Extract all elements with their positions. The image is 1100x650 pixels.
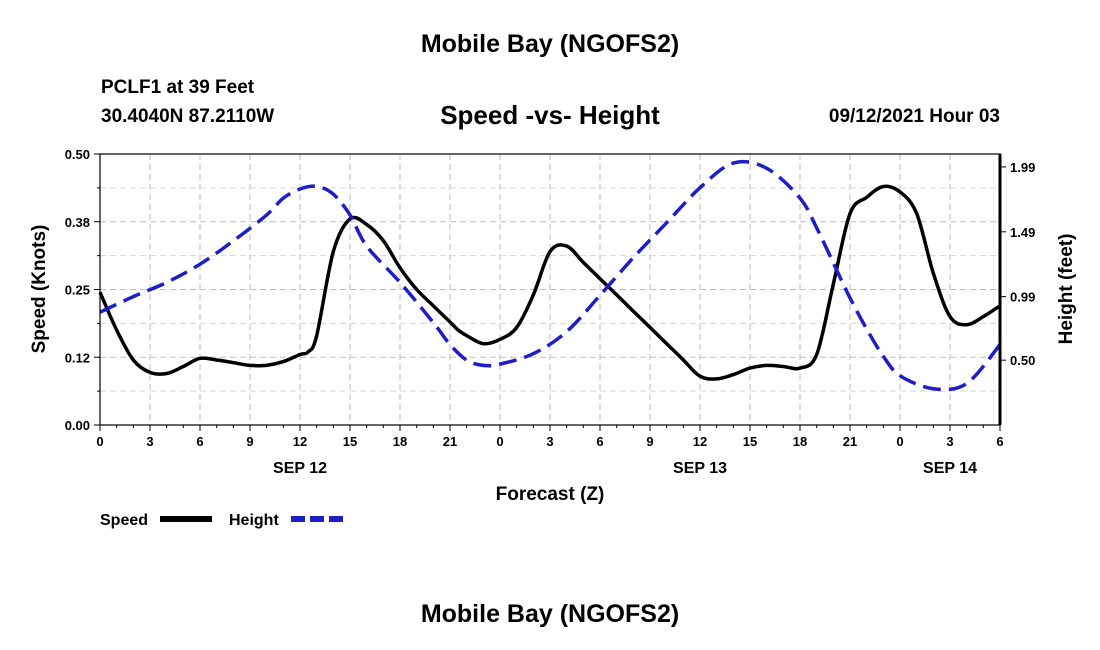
x-tick-label: 12 — [293, 434, 307, 449]
chart-subtitle: Speed -vs- Height — [440, 100, 660, 130]
x-tick-label: 3 — [146, 434, 153, 449]
y-tick-label: 0.50 — [65, 147, 90, 162]
y-tick-label: 0.00 — [65, 418, 90, 433]
grid — [100, 154, 1000, 425]
series-layer — [98, 159, 1002, 392]
x-tick-label: 3 — [946, 434, 953, 449]
y2-tick-label: 1.49 — [1010, 225, 1035, 240]
y2-tick-label: 0.50 — [1010, 353, 1035, 368]
y-tick-label: 0.12 — [65, 350, 90, 365]
x-tick-label: 6 — [196, 434, 203, 449]
chart-main-title: Mobile Bay (NGOFS2) — [420, 30, 680, 58]
legend-label-speed: Speed — [100, 512, 148, 529]
y-tick-label: 0.25 — [65, 283, 90, 298]
legend-label-height: Height — [229, 512, 279, 529]
x-tick-label: 0 — [96, 434, 103, 449]
x-tick-label: 21 — [843, 434, 857, 449]
y2-axis-title: Height (feet) — [1056, 234, 1077, 345]
y-axis-title: Speed (Knots) — [29, 225, 50, 354]
x-tick-label: 9 — [646, 434, 653, 449]
x-tick-label: 9 — [246, 434, 253, 449]
x-axis-title: Forecast (Z) — [496, 484, 605, 505]
x-tick-label: 12 — [693, 434, 707, 449]
x-tick-label: 0 — [496, 434, 503, 449]
x-tick-label: 21 — [443, 434, 457, 449]
footer-title: Mobile Bay (NGOFS2) — [420, 600, 680, 628]
coordinates-label: 30.4040N 87.2110W — [101, 106, 275, 127]
x-tick-label: 6 — [596, 434, 603, 449]
x-tick-label: 18 — [793, 434, 807, 449]
x-tick-label: 6 — [996, 434, 1003, 449]
station-label: PCLF1 at 39 Feet — [101, 77, 255, 98]
date-label: SEP 14 — [923, 460, 977, 477]
date-label: SEP 13 — [673, 460, 727, 477]
axes: 0 3 6 9 12 15 18 21 0 3 6 9 12 15 18 21 0 3 6 SEP 12 SEP 13 S… — [65, 147, 1036, 477]
y-tick-label: 0.38 — [65, 215, 90, 230]
legend: Speed Height — [100, 512, 343, 529]
x-tick-label: 15 — [343, 434, 357, 449]
forecast-timestamp: 09/12/2021 Hour 03 — [828, 106, 1000, 127]
x-tick-label: 18 — [393, 434, 407, 449]
x-tick-label: 15 — [743, 434, 757, 449]
date-label: SEP 12 — [273, 460, 327, 477]
y2-tick-label: 0.99 — [1010, 290, 1035, 305]
x-tick-label: 0 — [896, 434, 903, 449]
x-tick-label: 3 — [546, 434, 553, 449]
series-line-speed — [98, 184, 1001, 381]
y2-tick-label: 1.99 — [1010, 160, 1035, 175]
series-line-height — [99, 159, 1002, 392]
